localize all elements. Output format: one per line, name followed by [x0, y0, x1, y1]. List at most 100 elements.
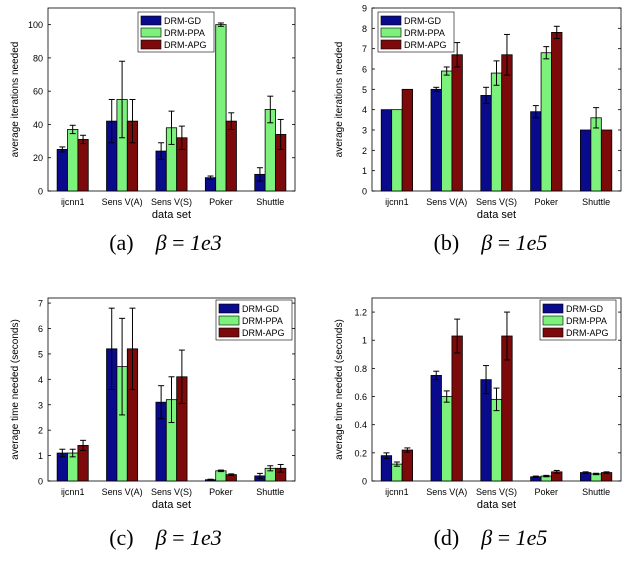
- chart-panel-d: 0 0.2 0.4 0.6 0.8 1 1.2 ijcnn1 Sens V(A) Sens V(S…: [334, 297, 622, 550]
- x-tick-label: ijcnn1: [61, 197, 85, 207]
- panel-caption: (a) β = 1e3: [109, 230, 222, 255]
- bar-drm-ppa-sens-v-s-: [490, 398, 503, 482]
- y-tick-label: 0.8: [354, 364, 367, 374]
- bar-drm-apg-sens-v-a-: [451, 335, 463, 482]
- x-tick-label: Poker: [535, 197, 559, 207]
- caption-value: 1e5: [516, 230, 548, 255]
- legend-entry: DRM-GD: [404, 16, 441, 26]
- bar-drm-apg-poker: [551, 32, 563, 192]
- legend-swatch: [218, 327, 240, 338]
- legend: DRM-GD DRM-PPA DRM-APG: [137, 11, 215, 53]
- y-tick-label: 1: [362, 336, 367, 346]
- caption-space: [134, 525, 156, 550]
- legend-swatch: [542, 303, 564, 314]
- bar-drm-apg-shuttle: [600, 472, 613, 482]
- legend-entry: DRM-APG: [242, 328, 285, 338]
- y-tick-label: 7: [38, 299, 43, 309]
- caption-equals: =: [172, 230, 184, 255]
- caption-equals: =: [498, 230, 510, 255]
- legend-swatch: [380, 27, 402, 38]
- x-tick-label: Shuttle: [256, 487, 284, 497]
- legend-entry: DRM-PPA: [164, 28, 205, 38]
- y-tick-label: 3: [362, 126, 367, 136]
- y-tick-label: 7: [362, 44, 367, 54]
- x-tick-label: Sens V(A): [426, 197, 467, 207]
- bar-drm-apg-shuttle: [600, 129, 613, 192]
- bar-drm-apg-ijcnn1: [401, 88, 413, 192]
- chart-panel-b: 0 1 2 3 4 5 6 7 8 9 ijcnn1 Sens V(A) Sens V(S) Poker S…: [334, 4, 622, 255]
- legend-swatch: [542, 315, 564, 326]
- y-tick-label: 100: [28, 20, 43, 30]
- legend-swatch: [140, 15, 162, 26]
- legend-swatch: [380, 15, 402, 26]
- caption-label: (b): [434, 230, 460, 255]
- caption-label: (d): [434, 525, 460, 550]
- caption-value: 1e3: [190, 230, 222, 255]
- x-tick-label: Sens V(S): [476, 487, 517, 497]
- x-tick-label: Poker: [535, 487, 559, 497]
- y-tick-label: 0: [362, 477, 367, 487]
- bar-drm-gd-ijcnn1: [380, 455, 393, 482]
- legend-entry: DRM-GD: [242, 304, 279, 314]
- legend-entry: DRM-PPA: [566, 316, 607, 326]
- bar-drm-gd-sens-v-a-: [430, 88, 442, 192]
- x-tick-label: Sens V(S): [151, 197, 192, 207]
- caption-symbol: β: [155, 525, 167, 550]
- bar-drm-gd-sens-v-s-: [480, 95, 492, 192]
- y-tick-label: 6: [362, 65, 367, 75]
- bar-drm-ppa-sens-v-a-: [441, 70, 453, 192]
- y-tick-label: 3: [38, 400, 43, 410]
- legend-entry: DRM-APG: [164, 40, 207, 50]
- caption-space: [134, 230, 156, 255]
- legend: DRM-GD DRM-PPA DRM-APG: [215, 299, 293, 341]
- y-tick-label: 0.4: [354, 420, 367, 430]
- x-axis-label: data set: [477, 209, 516, 221]
- y-tick-label: 1.2: [354, 308, 367, 318]
- panel-caption: (c) β = 1e3: [109, 525, 222, 550]
- legend-entry: DRM-GD: [566, 304, 603, 314]
- bar-drm-ppa-poker: [215, 24, 227, 192]
- caption-symbol: β: [480, 230, 492, 255]
- y-tick-label: 2: [362, 146, 367, 156]
- legend: DRM-GD DRM-PPA DRM-APG: [377, 11, 455, 53]
- y-tick-label: 40: [33, 120, 43, 130]
- bar-drm-ppa-ijcnn1: [391, 109, 403, 192]
- y-tick-label: 2: [38, 426, 43, 436]
- bar-drm-ppa-ijcnn1: [67, 129, 79, 192]
- bar-drm-gd-shuttle: [580, 129, 592, 192]
- caption-space: [459, 230, 481, 255]
- bar-drm-gd-shuttle: [580, 472, 592, 482]
- bar-drm-ppa-shuttle: [590, 117, 602, 192]
- x-tick-label: Sens V(S): [151, 487, 192, 497]
- x-tick-label: ijcnn1: [61, 487, 85, 497]
- caption-label: (a): [109, 230, 133, 255]
- caption-value: 1e5: [516, 525, 548, 550]
- x-tick-label: Sens V(S): [476, 197, 517, 207]
- y-tick-label: 0.2: [354, 448, 367, 458]
- x-tick-label: Sens V(A): [426, 487, 467, 497]
- legend-entry: DRM-PPA: [242, 316, 283, 326]
- bar-drm-ppa-sens-v-s-: [490, 72, 503, 192]
- bar-drm-apg-poker: [225, 120, 237, 192]
- caption-symbol: β: [155, 230, 167, 255]
- bar-drm-ppa-poker: [540, 52, 552, 192]
- caption-space: [459, 525, 481, 550]
- legend-entry: DRM-GD: [164, 16, 201, 26]
- bar-drm-gd-sens-v-a-: [430, 375, 442, 482]
- y-tick-label: 5: [362, 85, 367, 95]
- x-tick-label: Shuttle: [582, 487, 610, 497]
- y-tick-label: 0: [38, 477, 43, 487]
- legend-swatch: [140, 27, 162, 38]
- legend-swatch: [542, 327, 564, 338]
- legend-entry: DRM-APG: [404, 40, 447, 50]
- bar-drm-gd-poker: [530, 111, 542, 192]
- x-tick-label: Poker: [209, 487, 233, 497]
- y-tick-label: 4: [362, 105, 367, 115]
- x-tick-label: Sens V(A): [102, 197, 143, 207]
- y-tick-label: 60: [33, 87, 43, 97]
- y-tick-label: 0: [38, 187, 43, 197]
- caption-equals: =: [498, 525, 510, 550]
- x-tick-label: ijcnn1: [385, 487, 409, 497]
- y-axis-label: average time needed (seconds): [334, 319, 345, 460]
